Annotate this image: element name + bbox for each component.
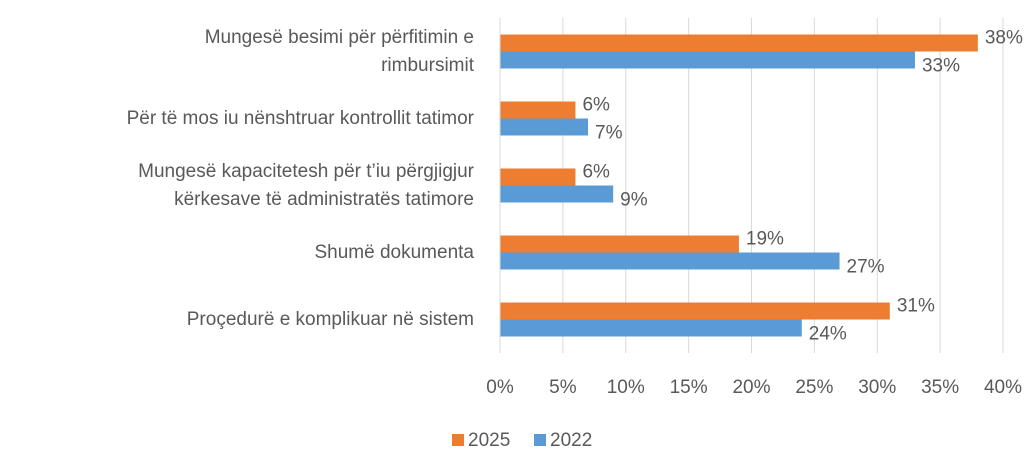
bar <box>500 319 802 337</box>
x-tick-label: 35% <box>921 377 959 398</box>
bar <box>500 51 915 69</box>
bar <box>500 168 576 186</box>
legend-label: 2022 <box>550 430 592 451</box>
bar <box>500 34 978 52</box>
bar <box>500 118 589 136</box>
category-label: Shumë dokumenta <box>314 241 475 263</box>
bar <box>500 235 739 253</box>
bar <box>500 302 890 320</box>
data-label: 9% <box>620 190 648 211</box>
data-label: 6% <box>582 162 610 183</box>
category-label: Për të mos iu nënshtruar kontrollit tati… <box>126 107 474 129</box>
category-label: Proçedurë e komplikuar në sistem <box>186 308 474 330</box>
data-label: 7% <box>595 123 623 144</box>
x-tick-label: 10% <box>607 377 645 398</box>
data-label: 33% <box>922 56 960 77</box>
x-tick-label: 20% <box>732 377 770 398</box>
bar <box>500 252 840 270</box>
data-label: 38% <box>985 28 1023 49</box>
x-tick-label: 0% <box>486 377 514 398</box>
legend-label: 2025 <box>468 430 510 451</box>
data-label: 27% <box>847 257 885 278</box>
category-label: Mungesë kapacitetesh për t’iu përgjigjur… <box>138 160 474 210</box>
legend-swatch <box>452 434 464 446</box>
data-label: 19% <box>746 229 784 250</box>
data-label: 6% <box>582 95 610 116</box>
x-tick-label: 25% <box>795 377 833 398</box>
x-tick-label: 40% <box>984 377 1022 398</box>
bar <box>500 101 576 119</box>
legend-swatch <box>534 434 546 446</box>
bar <box>500 185 614 203</box>
data-label: 31% <box>897 296 935 317</box>
data-label: 24% <box>809 324 847 345</box>
x-tick-label: 30% <box>858 377 896 398</box>
x-tick-label: 15% <box>670 377 708 398</box>
category-label: Mungesë besimi për përfitimin e rimbursi… <box>204 26 474 76</box>
x-tick-label: 5% <box>549 377 577 398</box>
